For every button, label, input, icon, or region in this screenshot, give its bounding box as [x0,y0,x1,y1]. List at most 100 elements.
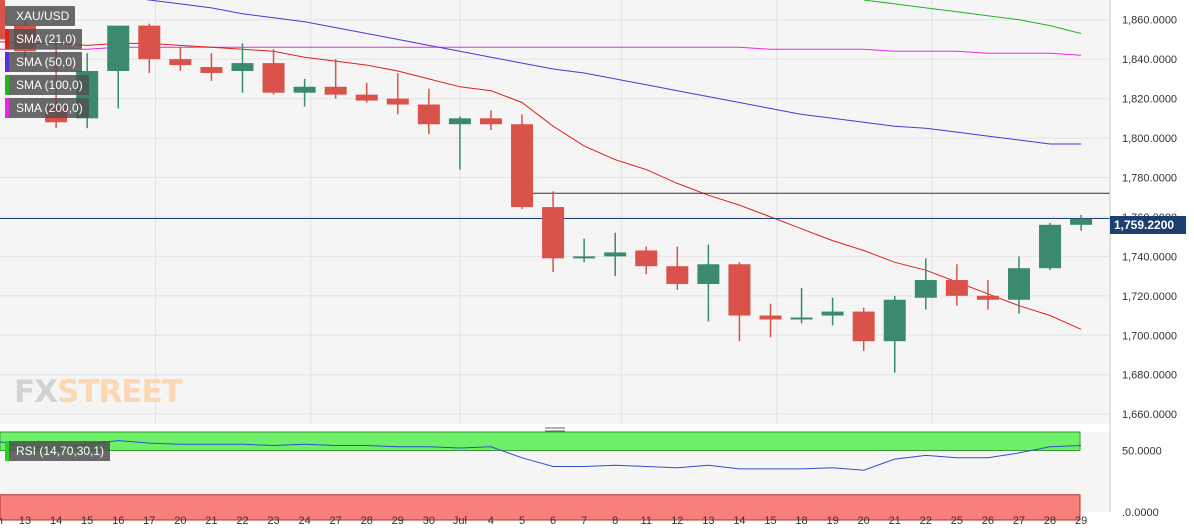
candle-body [790,317,813,320]
candle-body [759,315,782,320]
legend-rsi[interactable]: RSI (14,70,30,1) [5,441,111,461]
sma-50-swatch [5,52,9,72]
y-tick-label: 1,660.0000 [1122,409,1177,421]
candle-body [883,299,906,342]
x-tick-label: 19 [826,515,838,527]
x-tick-label: 8 [612,515,618,527]
candle-body [945,280,968,296]
candle-body [107,25,130,71]
candle-body [324,86,347,95]
x-tick-label: 18 [795,515,807,527]
x-tick-label: 28 [361,515,373,527]
legend-sma-200[interactable]: SMA (200,0) [5,98,89,118]
symbol-label: XAU/USD [5,6,76,26]
candle-body [1007,268,1030,300]
legend-symbol[interactable]: XAU/USD [5,6,89,26]
x-tick-label: 21 [205,515,217,527]
x-tick-label: 27 [330,515,342,527]
rsi-overbought-zone [0,431,1081,451]
candle-body [728,264,751,316]
x-tick-label: 27 [1013,515,1025,527]
indicator-legend: XAU/USD SMA (21,0) SMA (50,0) SMA (100,0… [5,6,89,121]
x-tick-label: Jun [0,515,3,527]
grid [0,0,1110,424]
rsi-y-tick-label: .0.0000 [1122,507,1159,519]
candle-body [1070,218,1093,225]
x-tick-label: 20 [174,515,186,527]
y-tick-label: 1,860.0000 [1122,15,1177,27]
sma-50-label: SMA (50,0) [16,55,77,69]
x-tick-label: 22 [236,515,248,527]
y-tick-label: 1,820.0000 [1122,94,1177,106]
pane-divider[interactable] [545,427,565,432]
candle-body [448,118,471,125]
candle-body [976,295,999,300]
x-tick-label: 23 [267,515,279,527]
candle-body [386,98,409,105]
x-tick-label: 25 [951,515,963,527]
y-tick-label: 1,780.0000 [1122,172,1177,184]
candle-body [604,252,627,257]
x-tick-label: 17 [143,515,155,527]
x-tick-label: 15 [764,515,776,527]
candle-body [138,25,161,60]
x-tick-label: 30 [423,515,435,527]
candle-body [231,63,254,71]
legend-sma-50[interactable]: SMA (50,0) [5,52,89,72]
x-tick-label: 21 [889,515,901,527]
sma-21-line [0,41,1082,330]
rsi-swatch [5,441,9,461]
candle-body [697,264,720,284]
candle-body [914,280,937,298]
x-tick-label: 28 [1044,515,1056,527]
rsi-label: RSI (14,70,30,1) [16,444,105,458]
x-tick-label: 14 [50,515,62,527]
candle-body [417,104,440,125]
x-tick-label: 6 [550,515,556,527]
x-tick-label: 15 [81,515,93,527]
candle-body [573,256,596,259]
sma-100-label: SMA (100,0) [16,78,83,92]
y-tick-label: 1,840.0000 [1122,54,1177,66]
candle-body [355,94,378,101]
candle-body [0,0,5,40]
candle-body [852,311,875,342]
legend-sma-21[interactable]: SMA (21,0) [5,29,89,49]
series-layer [0,0,1110,521]
watermark-street: STREET [57,374,183,410]
x-tick-label: 29 [392,515,404,527]
x-tick-label: 13 [702,515,714,527]
y-tick-label: 1,800.0000 [1122,133,1177,145]
candle-body [169,59,192,66]
x-tick-label: 12 [671,515,683,527]
x-tick-label: 11 [641,515,652,527]
x-tick-label: 5 [519,515,525,527]
sma-21-label: SMA (21,0) [16,32,77,46]
x-tick-label: 24 [298,515,310,527]
x-tick-label: 22 [920,515,932,527]
x-tick-label: 14 [733,515,745,527]
sma-200-line [0,46,1082,56]
last-price-tag: 1,759.2200 [1110,216,1186,234]
x-tick-label: 29 [1075,515,1087,527]
y-tick-label: 1,720.0000 [1122,291,1177,303]
x-tick-label: 13 [19,515,31,527]
candle-body [262,63,285,93]
y-tick-label: 1,740.0000 [1122,251,1177,263]
legend-sma-100[interactable]: SMA (100,0) [5,75,89,95]
sma-100-swatch [5,75,9,95]
candle-body [200,67,223,73]
candle-body [293,86,316,93]
sma-200-label: SMA (200,0) [16,101,83,115]
fxstreet-watermark: FXSTREET [14,374,183,410]
y-tick-label: 1,700.0000 [1122,330,1177,342]
sma-200-swatch [5,98,9,118]
sma-50-line [145,0,1082,145]
sma-21-swatch [5,29,9,49]
candle-body [666,266,689,284]
watermark-fx: FX [14,374,58,410]
candle-body [479,118,502,125]
x-axis: Jun 13 14 15 16 17 20 21 22 23 24 27 28 29 30 Jul 4 5 6 7 8 1… [0,515,1087,527]
y-tick-label: 1,680.0000 [1122,370,1177,382]
